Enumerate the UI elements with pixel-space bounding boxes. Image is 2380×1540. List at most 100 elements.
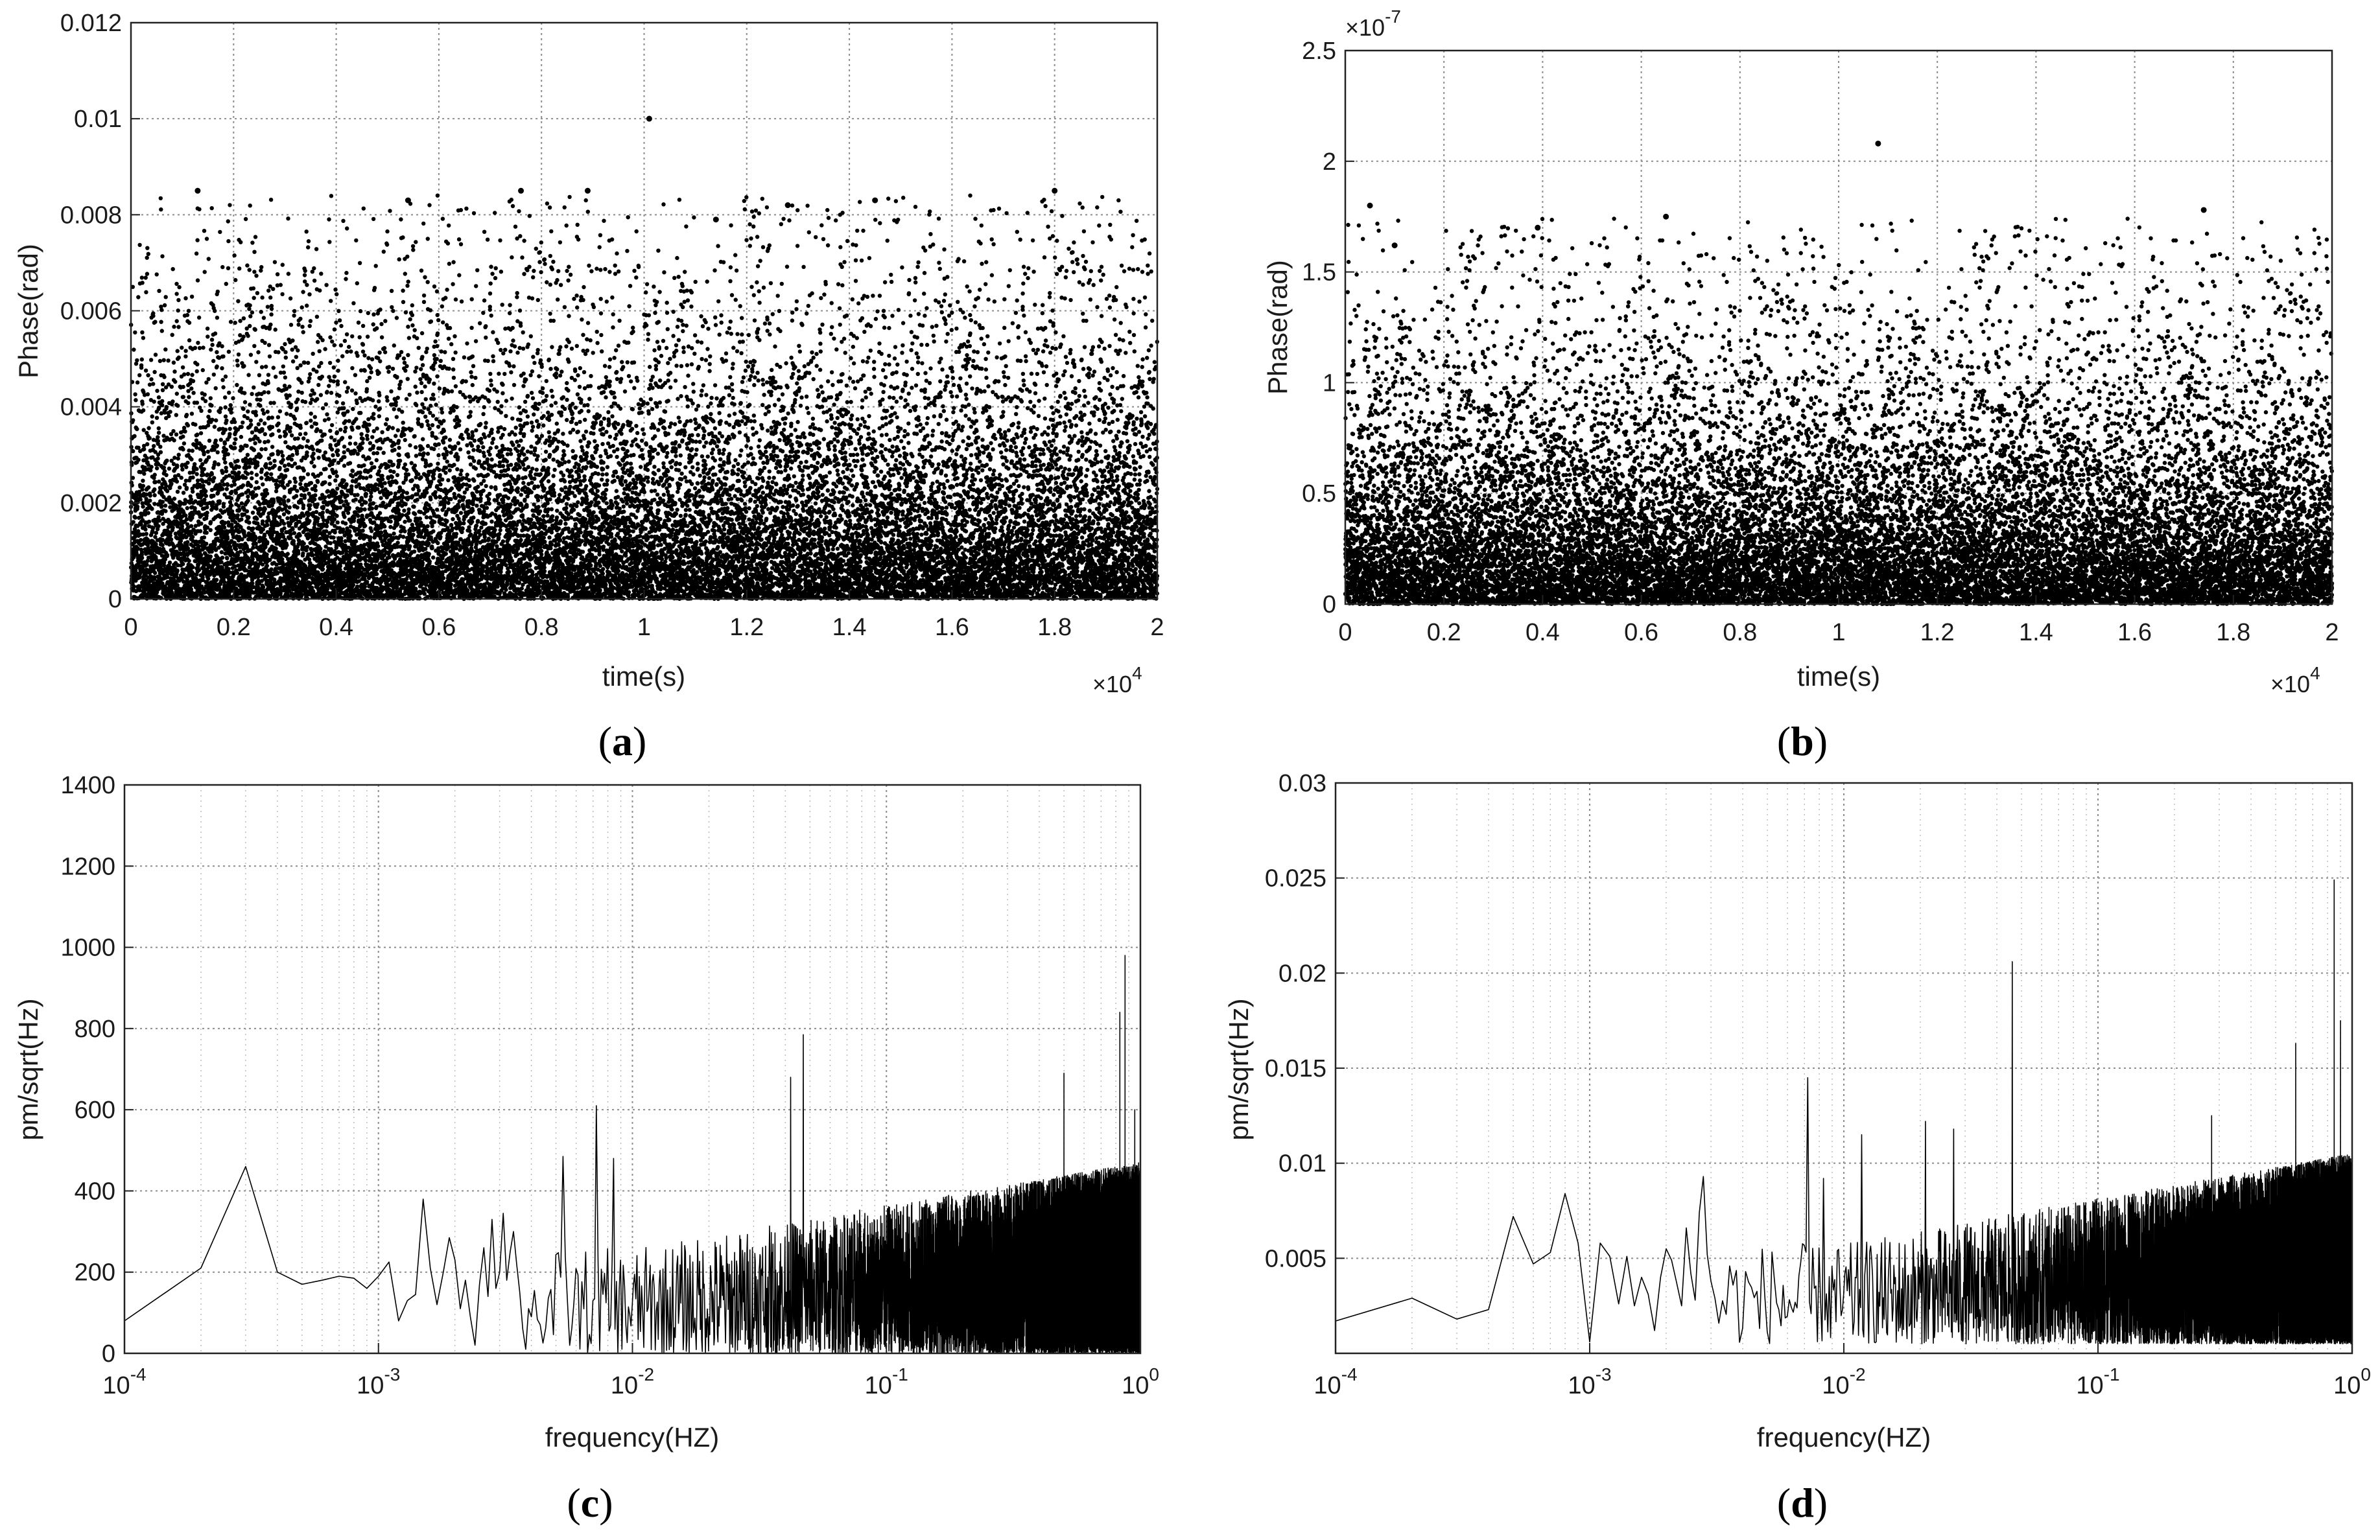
a-scatter-point — [265, 410, 270, 414]
a-scatter-point — [224, 281, 228, 286]
a-scatter-point — [335, 448, 340, 453]
a-scatter-point — [250, 581, 255, 586]
a-scatter-point — [135, 380, 140, 385]
a-scatter-point — [290, 359, 296, 364]
a-scatter-point — [254, 472, 259, 477]
a-scatter-point — [259, 476, 264, 480]
a-scatter-point — [166, 358, 171, 363]
a-scatter-point — [268, 322, 273, 327]
a-scatter-point — [322, 432, 327, 437]
a-scatter-point — [246, 495, 250, 499]
a-scatter-point — [150, 507, 154, 511]
a-scatter-point — [140, 487, 145, 492]
a-scatter-point — [170, 332, 174, 337]
a-scatter-point — [181, 562, 185, 566]
a-scatter-point — [333, 470, 338, 474]
a-scatter-point — [140, 330, 145, 334]
a-scatter-point — [288, 425, 293, 430]
a-scatter-point — [312, 415, 317, 419]
a-scatter-point — [241, 483, 246, 487]
a-scatter-point — [256, 350, 261, 355]
a-scatter-point — [214, 578, 219, 582]
a-scatter-point — [380, 430, 384, 434]
a-scatter-point — [217, 499, 222, 504]
a-scatter-point — [148, 358, 154, 362]
a-scatter-point — [318, 546, 323, 551]
a-scatter-point — [187, 395, 191, 399]
a-scatter-point — [152, 487, 157, 492]
a-scatter-point — [340, 401, 346, 406]
a-scatter-point — [202, 445, 207, 450]
a-scatter-point — [223, 414, 228, 419]
a-scatter-point — [142, 471, 147, 476]
a-scatter-point — [301, 541, 306, 546]
a-scatter-point — [292, 309, 297, 314]
a-scatter-point — [324, 283, 329, 287]
a-scatter-point — [161, 522, 165, 526]
a-scatter-point — [238, 550, 242, 554]
a-scatter-point — [167, 560, 172, 565]
a-scatter-point — [225, 556, 230, 561]
a-scatter-point — [213, 309, 217, 313]
a-scatter-point — [141, 408, 146, 413]
a-scatter-point — [264, 364, 268, 369]
a-scatter-point — [175, 568, 180, 573]
a-scatter-point — [195, 238, 200, 242]
a-scatter-point — [323, 495, 327, 500]
a-scatter-point — [292, 484, 297, 489]
a-scatter-point — [340, 499, 344, 504]
a-scatter-point — [162, 375, 167, 379]
a-scatter-point — [207, 481, 211, 485]
a-scatter-point — [315, 502, 320, 507]
a-scatter-point — [377, 414, 381, 419]
a-scatter-point — [180, 365, 185, 369]
a-scatter-point — [254, 493, 259, 498]
a-scatter-point — [154, 466, 159, 471]
a-scatter-point — [272, 458, 277, 463]
a-scatter-point — [342, 463, 347, 468]
a-scatter-point — [300, 445, 305, 450]
a-scatter-point — [248, 418, 253, 423]
a-scatter-point — [163, 504, 168, 508]
a-scatter-point — [274, 489, 279, 494]
a-scatter-point — [298, 482, 303, 487]
a-scatter-point — [260, 295, 265, 300]
a-scatter-point — [145, 430, 149, 436]
a-scatter-point — [286, 498, 290, 503]
a-scatter-point — [261, 411, 266, 416]
a-scatter-point — [377, 399, 381, 404]
a-scatter-point — [383, 422, 388, 426]
a-scatter-point — [195, 478, 200, 483]
a-scatter-point — [348, 461, 353, 465]
a-scatter-point — [342, 478, 346, 483]
a-scatter-point — [164, 484, 169, 489]
a-scatter-point — [276, 415, 281, 419]
a-scatter-point — [199, 408, 204, 413]
a-scatter-point — [295, 451, 300, 456]
a-scatter-point — [315, 427, 320, 432]
a-scatter-point — [150, 455, 155, 460]
a-scatter-point — [252, 270, 257, 274]
a-scatter-point — [245, 452, 250, 457]
a-scatter-point — [338, 505, 343, 510]
a-scatter-point — [233, 491, 239, 495]
a-scatter-point — [131, 418, 135, 423]
a-scatter-point — [231, 396, 235, 401]
a-scatter-point — [262, 390, 266, 395]
a-scatter-point — [257, 373, 262, 377]
a-scatter-point — [364, 491, 368, 496]
a-scatter-point — [285, 543, 289, 548]
a-scatter-point — [275, 272, 280, 277]
a-scatter-point — [136, 458, 141, 462]
a-scatter-point — [312, 464, 316, 469]
a-scatter-point — [183, 429, 187, 434]
a-scatter-point — [277, 434, 283, 439]
a-scatter-point — [356, 513, 360, 518]
a-scatter-point — [304, 229, 309, 234]
a-scatter-point — [307, 557, 312, 562]
a-scatter-point — [342, 444, 347, 449]
a-scatter-point — [349, 349, 353, 354]
a-scatter-point — [294, 406, 300, 411]
a-scatter-point — [208, 520, 213, 524]
a-scatter-point — [239, 517, 244, 522]
